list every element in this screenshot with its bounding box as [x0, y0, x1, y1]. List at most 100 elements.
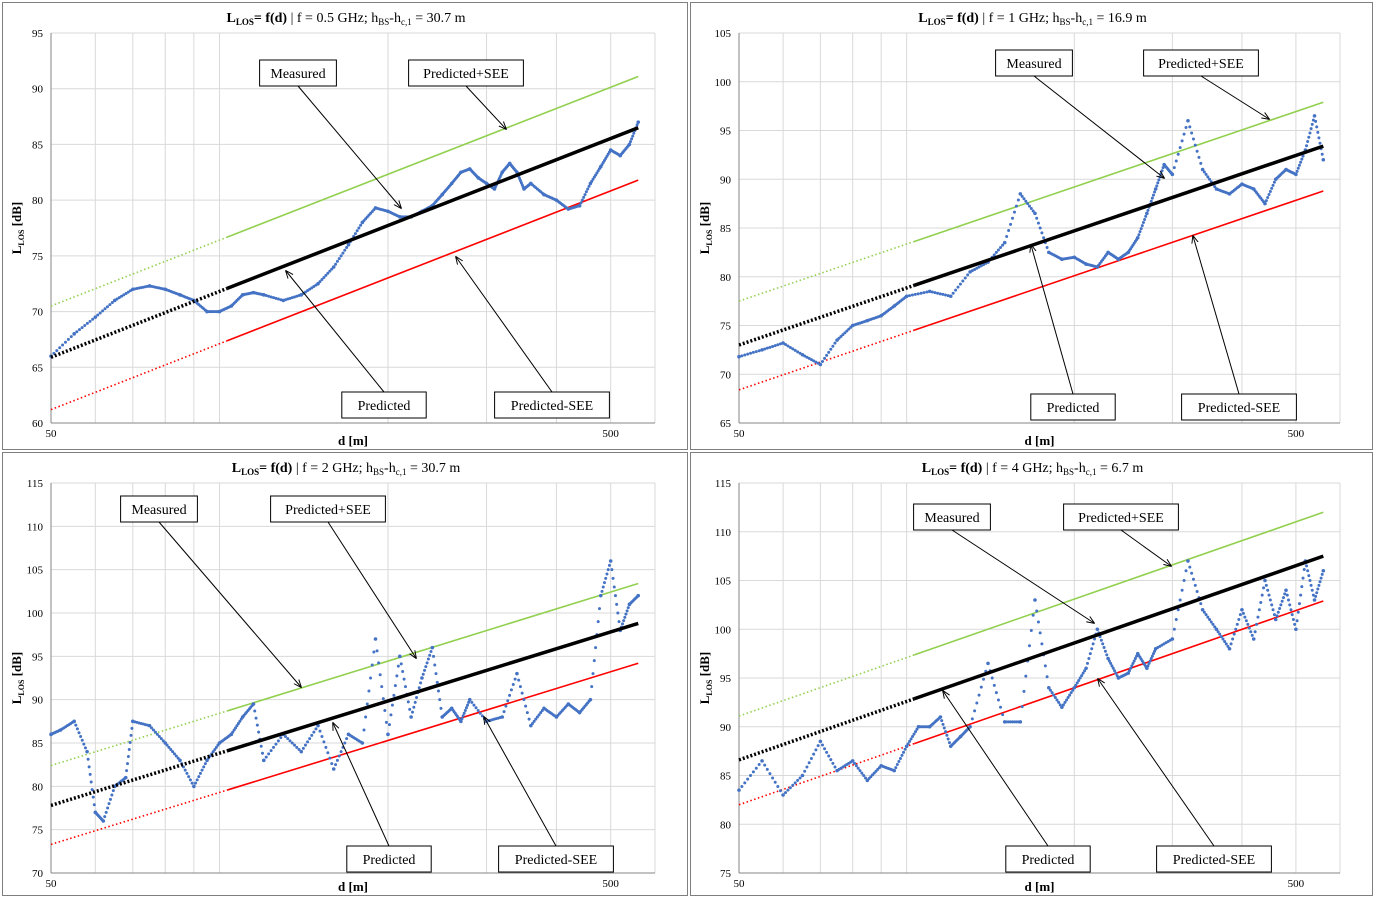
- measured-point: [436, 689, 440, 693]
- measured-point: [999, 705, 1003, 709]
- measured-point: [800, 773, 805, 778]
- measured-point: [334, 763, 338, 767]
- measured-point: [188, 778, 192, 782]
- measured-point: [1316, 130, 1320, 134]
- measured-point: [970, 717, 974, 721]
- measured-point: [1182, 132, 1186, 136]
- measured-point: [1241, 611, 1245, 615]
- measured-point: [393, 684, 397, 688]
- callout-box: [1143, 49, 1259, 77]
- measured-point: [399, 662, 403, 666]
- measured-point: [117, 296, 121, 300]
- measured-point: [301, 746, 305, 750]
- measured-point: [864, 776, 868, 780]
- measured-point: [922, 291, 926, 295]
- measured-point: [355, 229, 359, 233]
- measured-point: [1237, 618, 1241, 621]
- measured-point: [760, 759, 764, 763]
- measured-point: [948, 294, 953, 299]
- measured-point: [331, 265, 336, 269]
- callout-box: [259, 59, 337, 87]
- x-axis-label: d [m]: [1025, 879, 1055, 894]
- measured-point: [383, 709, 387, 712]
- measured-point: [956, 285, 960, 289]
- measured-point: [461, 714, 465, 718]
- measured-point: [69, 335, 73, 339]
- measured-point: [1211, 622, 1215, 626]
- measured-point: [524, 704, 528, 708]
- measured-point: [941, 722, 945, 726]
- measured-point: [103, 307, 107, 311]
- measured-point: [1186, 559, 1190, 563]
- measured-point: [994, 250, 998, 254]
- measured-point: [380, 685, 384, 689]
- measured-point: [1318, 580, 1322, 584]
- measured-point: [908, 294, 912, 298]
- y-tick-label: 90: [32, 84, 44, 96]
- measured-point: [973, 267, 977, 271]
- measured-point: [203, 762, 207, 766]
- measured-point: [183, 768, 187, 772]
- measured-point: [106, 806, 110, 810]
- measured-point: [236, 722, 240, 725]
- measured-point: [328, 756, 332, 760]
- measured-point: [77, 731, 81, 735]
- measured-point: [606, 568, 610, 572]
- measured-point: [1266, 588, 1270, 592]
- measured-point: [124, 291, 128, 295]
- y-axis-label: LLOS [dB]: [9, 202, 26, 255]
- callout-arrow: [484, 717, 557, 847]
- measured-point: [384, 720, 388, 724]
- measured-point: [938, 292, 942, 296]
- measured-point: [778, 342, 782, 346]
- measured-point: [1295, 169, 1299, 173]
- chart-panel-1ghz: 65 70 75 80 85 90 95 100 105 50 500 LLOS= f(d) | f …: [690, 2, 1373, 450]
- measured-point: [297, 748, 301, 751]
- predicted-plus-see-dotted: [738, 240, 915, 302]
- measured-point: [80, 738, 84, 742]
- measured-point: [594, 646, 598, 650]
- measured-point: [582, 195, 586, 199]
- measured-point: [919, 291, 923, 295]
- callout-box: [270, 495, 386, 523]
- measured-point: [1099, 638, 1103, 642]
- measured-point: [82, 742, 86, 746]
- y-tick-label: 100: [27, 608, 44, 620]
- measured-point: [308, 737, 312, 741]
- measured-point: [1009, 222, 1013, 226]
- measured-point: [331, 767, 336, 771]
- measured-point: [1260, 593, 1264, 597]
- measured-point: [1172, 166, 1176, 170]
- measured-point: [915, 727, 919, 731]
- measured-point: [809, 756, 813, 760]
- measured-point: [1151, 193, 1155, 197]
- measured-point: [1005, 235, 1009, 239]
- measured-point: [1270, 186, 1274, 190]
- measured-point: [257, 730, 261, 734]
- predicted-plus-see-line: [226, 75, 639, 238]
- measured-point: [322, 740, 326, 744]
- callout-box: [1030, 393, 1116, 421]
- measured-point: [1087, 657, 1091, 660]
- measured-point: [1018, 192, 1023, 196]
- measured-point: [591, 672, 595, 676]
- callout-label-predicted_minus: Predicted-SEE: [515, 853, 597, 868]
- measured-point: [1200, 167, 1205, 172]
- x-tick-label: 500: [602, 878, 619, 890]
- predicted-minus-see-dotted: [50, 789, 228, 846]
- measured-point: [439, 706, 443, 710]
- measured-point: [1286, 598, 1290, 602]
- measured-point: [1301, 576, 1305, 580]
- measured-point: [1102, 646, 1106, 650]
- y-tick-label: 95: [720, 673, 732, 685]
- measured-point: [417, 686, 421, 690]
- measured-point: [805, 355, 809, 359]
- y-tick-label: 80: [32, 195, 44, 207]
- measured-point: [1202, 610, 1206, 614]
- measured-point: [1038, 631, 1042, 635]
- measured-point: [1033, 211, 1037, 216]
- measured-point: [1055, 698, 1059, 702]
- measured-point: [1101, 642, 1105, 646]
- measured-point: [938, 715, 943, 719]
- measured-point: [856, 766, 860, 770]
